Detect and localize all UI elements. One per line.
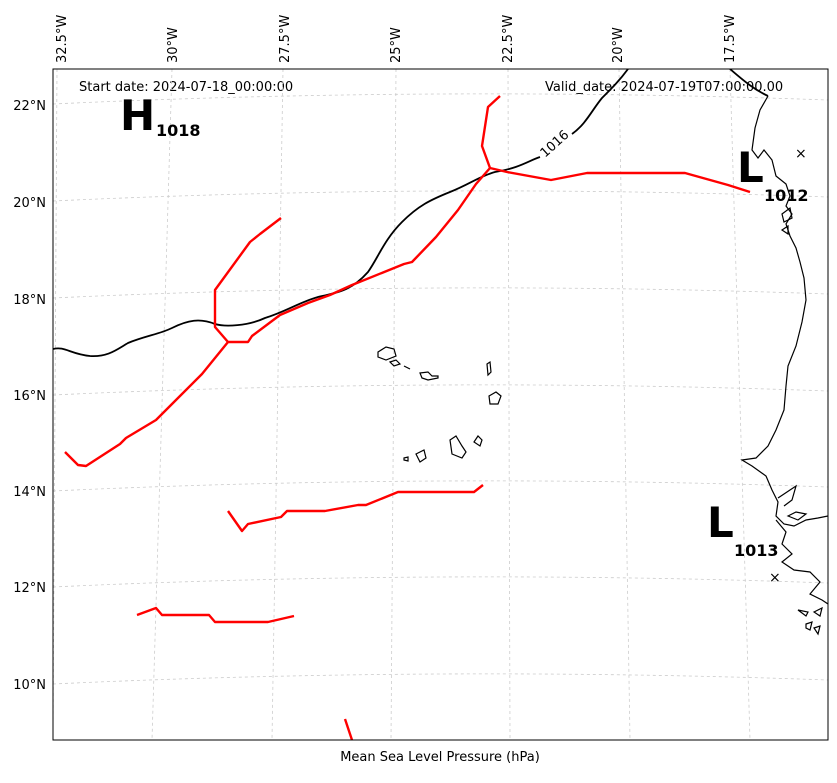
lon-label-25w: 25°W: [389, 27, 404, 63]
lon-label-30w: 30°W: [166, 27, 181, 63]
low-pressure-symbol-south: L: [707, 498, 734, 547]
high-pressure-value: 1018: [156, 121, 201, 140]
trough-line-south: [227, 484, 484, 533]
lat-label-10n: 10°N: [13, 678, 46, 693]
cape-verde-islands: [377, 346, 502, 463]
trough-lines: [64, 95, 751, 740]
trough-line-central: [213, 167, 491, 344]
low-pressure-center-marker-south: ×: [769, 570, 781, 586]
trough-line-southern: [136, 606, 295, 624]
start-date-label: Start date: 2024-07-18_00:00:00: [79, 80, 293, 95]
lon-label-22.5w: 22.5°W: [501, 15, 516, 63]
low-pressure-value-south: 1013: [734, 541, 779, 560]
low-pressure-value-north: 1012: [764, 186, 809, 205]
parallel-gridlines: [53, 93, 828, 685]
lat-label-20n: 20°N: [13, 196, 46, 211]
latitude-labels: 22°N 20°N 18°N 16°N 14°N 12°N 10°N: [13, 99, 46, 693]
lon-label-27.5w: 27.5°W: [278, 15, 293, 63]
coastline-bijagos: [797, 606, 823, 636]
lat-label-12n: 12°N: [13, 581, 46, 596]
lat-label-14n: 14°N: [13, 485, 46, 500]
low-pressure-center-marker-north: ×: [795, 146, 807, 162]
lat-label-16n: 16°N: [13, 389, 46, 404]
lon-label-17.5w: 17.5°W: [723, 15, 738, 63]
meridian-gridlines: [53, 69, 751, 740]
coastline-banc-arguin: [780, 206, 793, 236]
lon-label-32.5w: 32.5°W: [55, 15, 70, 63]
coastline-senegal-detail: [777, 484, 808, 521]
map-caption: Mean Sea Level Pressure (hPa): [340, 750, 540, 765]
valid-date-label: Valid_date: 2024-07-19T07:00:00.00: [545, 80, 783, 95]
coastline-west-africa: [740, 95, 828, 527]
map-frame: [52, 68, 829, 741]
trough-line-bottom: [343, 718, 354, 740]
lat-label-22n: 22°N: [13, 99, 46, 114]
coastline-guinea: [775, 519, 828, 605]
high-pressure-symbol: H: [120, 91, 155, 140]
trough-line-southwest: [64, 341, 229, 468]
isobar-1016-line: [53, 69, 769, 357]
lat-label-18n: 18°N: [13, 293, 46, 308]
low-pressure-symbol-north: L: [737, 143, 764, 192]
longitude-labels: 32.5°W 30°W 27.5°W 25°W 22.5°W 20°W 17.5…: [55, 15, 738, 63]
isobar-1016-label: 1016: [538, 128, 573, 161]
lon-label-20w: 20°W: [611, 27, 626, 63]
trough-line-north: [480, 95, 751, 194]
